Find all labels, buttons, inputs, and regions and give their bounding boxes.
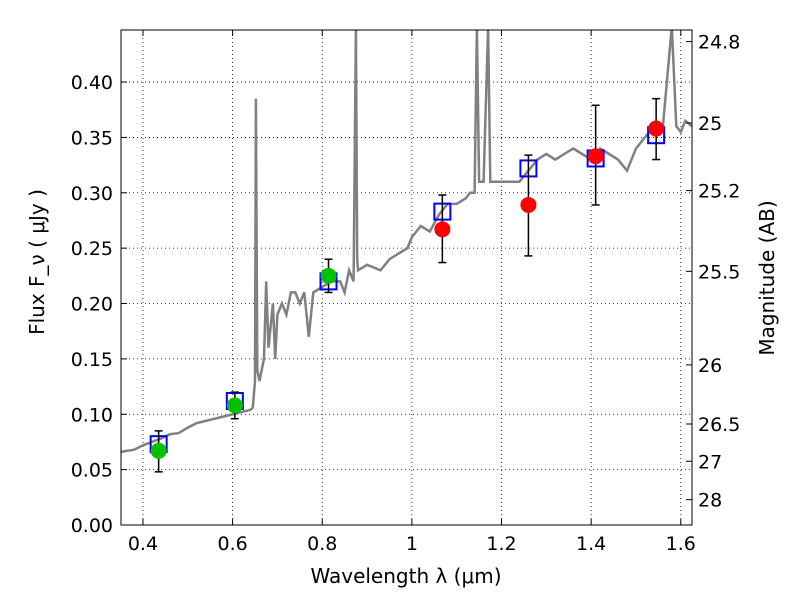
ticks-layer: 0.4 0.6 0.8 1 1.2 1.4 1.6 0.00 0.05 0.10 0.15 0.20 0… — [71, 30, 740, 555]
observed-point — [150, 442, 167, 459]
x-tick-label: 1.2 — [486, 533, 516, 555]
y-tick-label: 0.05 — [71, 460, 113, 482]
observed-point — [648, 120, 665, 137]
y-tick-label: 0.15 — [71, 349, 113, 371]
x-tick-label: 0.8 — [307, 533, 337, 555]
observed-point — [226, 397, 243, 414]
y-right-tick-label: 28 — [698, 490, 722, 512]
y-right-tick-label: 25 — [698, 113, 722, 135]
x-tick-label: 0.6 — [217, 533, 247, 555]
x-tick-label: 1.4 — [576, 533, 606, 555]
grid-lines — [121, 30, 692, 526]
series-layer — [121, 30, 692, 473]
x-tick-label: 1 — [406, 533, 418, 555]
observed-point — [587, 148, 604, 165]
observed-point — [434, 221, 451, 238]
y-right-tick-label: 25.5 — [698, 261, 740, 283]
y-tick-label: 0.10 — [71, 404, 113, 426]
observed-point — [520, 196, 537, 213]
y-right-tick-label: 26.5 — [698, 414, 740, 436]
y-right-tick-label: 24.8 — [698, 32, 740, 54]
y-tick-label: 0.40 — [71, 72, 113, 94]
plot-frame — [120, 29, 693, 526]
x-tick-label: 1.6 — [666, 533, 696, 555]
y-tick-label: 0.25 — [71, 238, 113, 260]
y-right-tick-label: 25.2 — [698, 181, 740, 203]
y-tick-label: 0.20 — [71, 294, 113, 316]
x-tick-label: 0.4 — [128, 533, 158, 555]
spectrum-line — [121, 30, 692, 454]
y-right-tick-label: 26 — [698, 355, 722, 377]
y-axis-label: Flux F_ν ( μJy ) — [25, 189, 49, 335]
y-tick-label: 0.30 — [71, 183, 113, 205]
y-right-tick-label: 27 — [698, 451, 722, 473]
observed-point — [320, 267, 337, 284]
y-tick-label: 0.00 — [71, 515, 113, 537]
x-axis-label: Wavelength λ (μm) — [310, 564, 501, 588]
y-axis-right-label: Magnitude (AB) — [755, 200, 779, 355]
y-tick-label: 0.35 — [71, 127, 113, 149]
